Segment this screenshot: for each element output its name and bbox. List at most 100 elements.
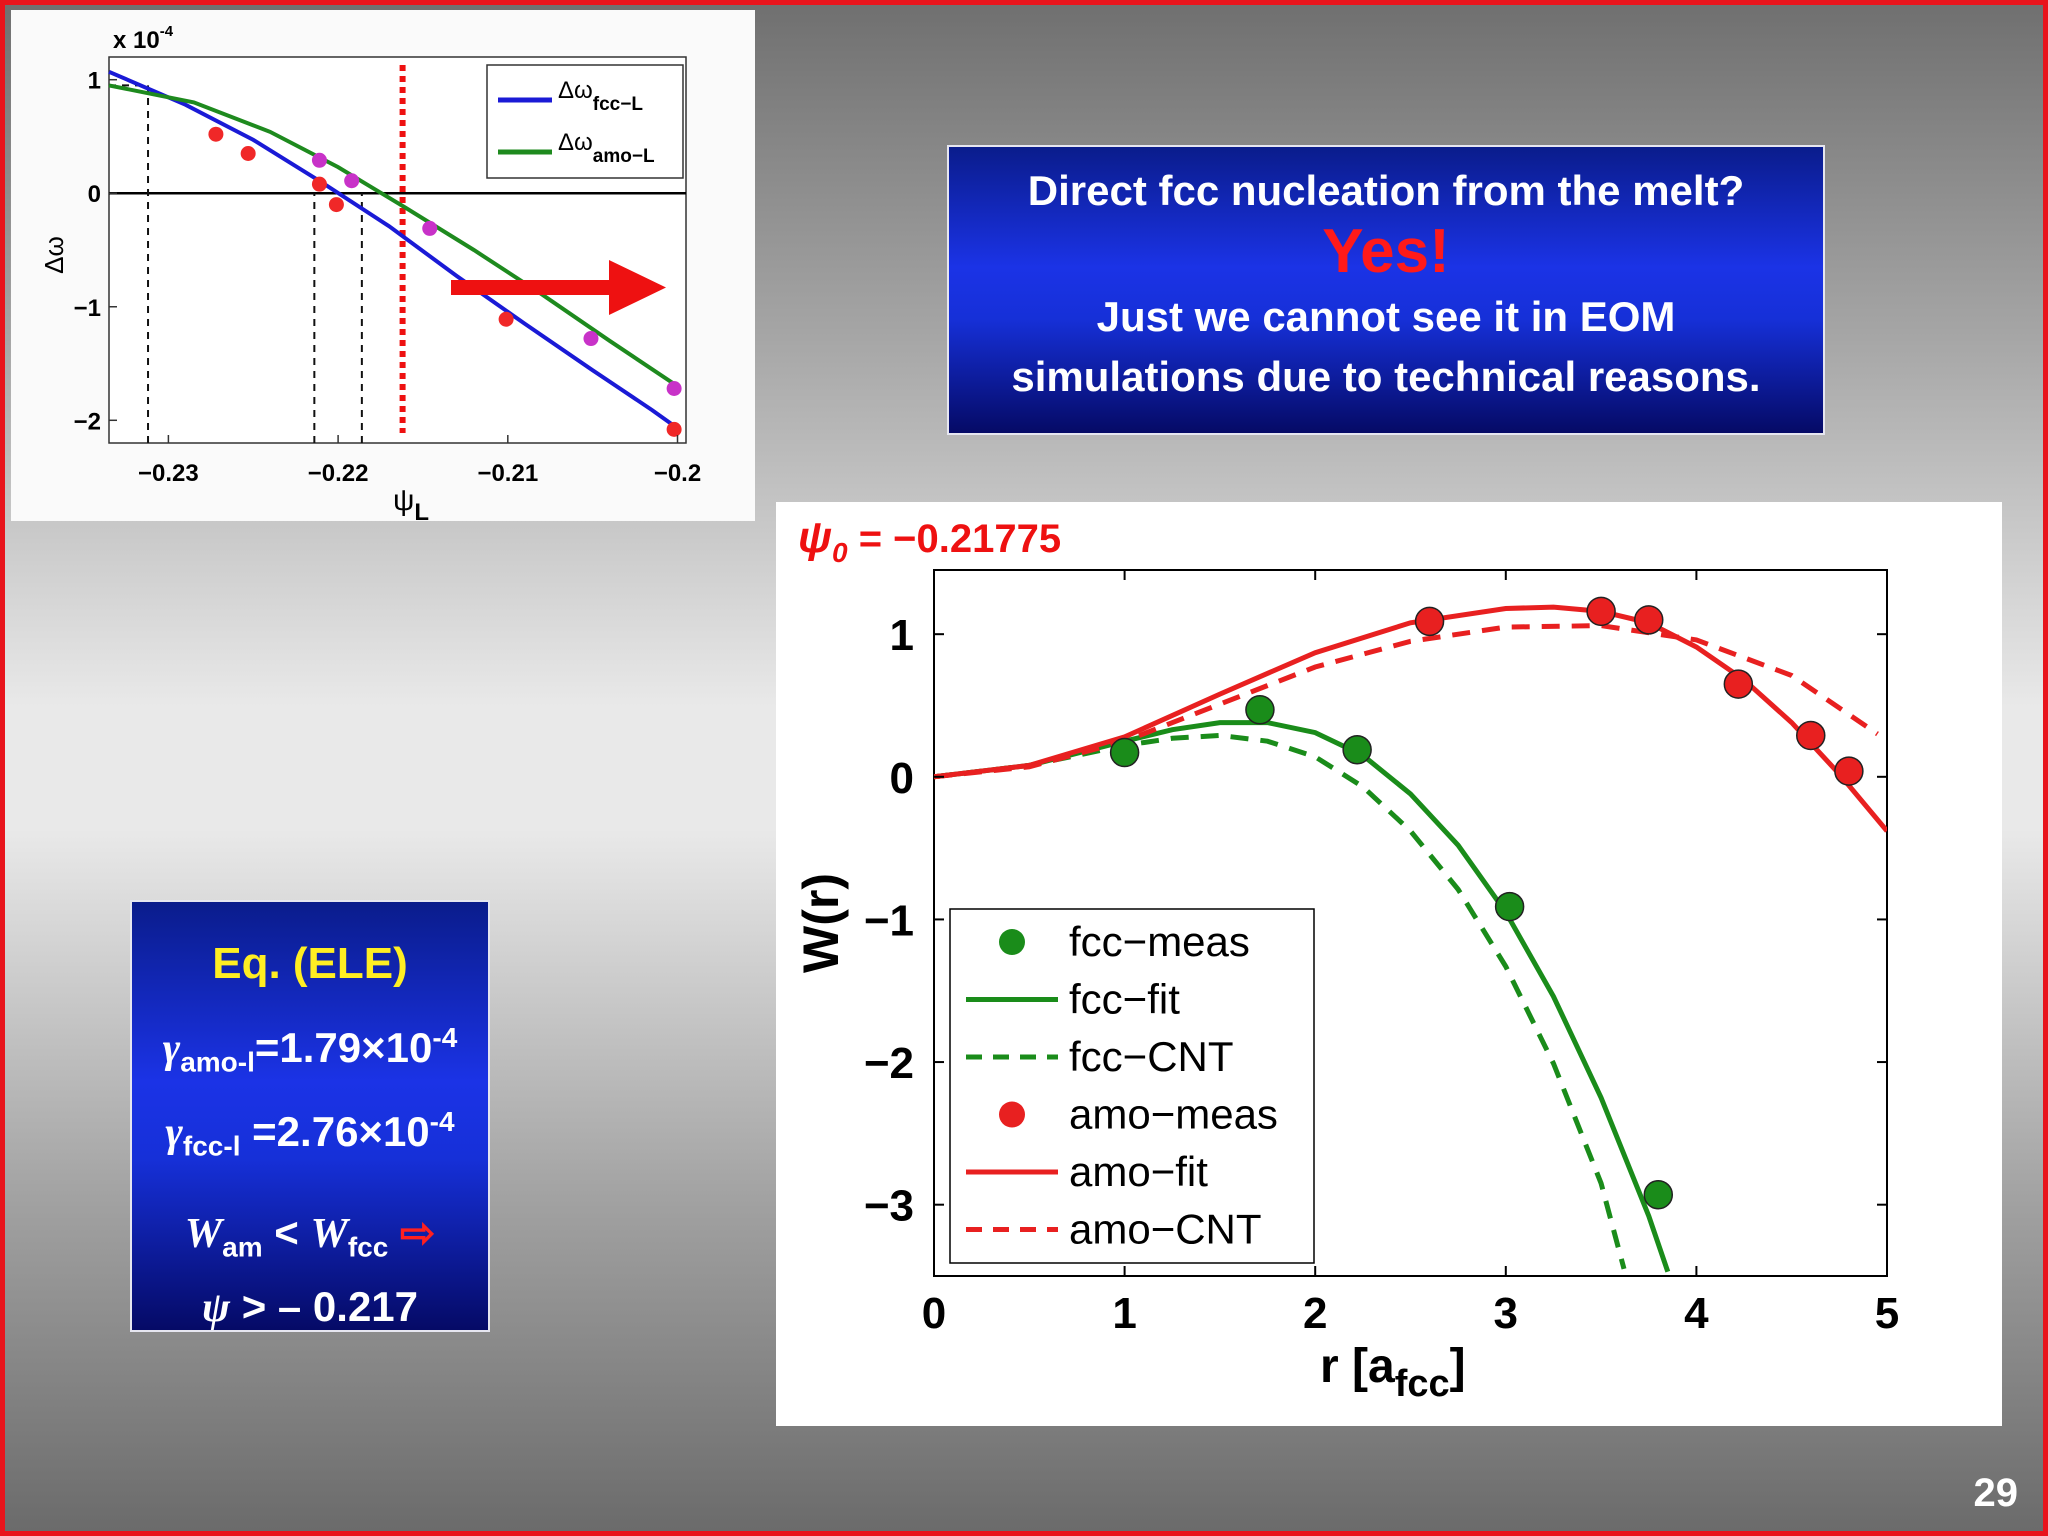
- legend-label: amo−meas: [1069, 1091, 1278, 1138]
- x-tick-label: 0: [922, 1289, 946, 1338]
- plot-series: [934, 596, 1887, 1273]
- psi-condition-line: ψ > – 0.217: [132, 1277, 488, 1338]
- y-axis-label: W(r): [793, 873, 849, 973]
- y-multiplier-label: x 10-4: [113, 23, 174, 54]
- fcc-data-point: [208, 126, 224, 142]
- amo-l-line: [108, 83, 679, 388]
- y-tick-label: −2: [74, 408, 101, 435]
- amo-fit-line: [934, 604, 1887, 833]
- psi0-annotation-value: = −0.21775: [848, 517, 1062, 561]
- gamma-amo-subscript: amo-l: [180, 1046, 255, 1078]
- legend-box: [486, 64, 684, 179]
- x-tick-label: 1: [1112, 1289, 1136, 1338]
- fcc-meas-point: [1643, 1179, 1674, 1210]
- y-tick-label: −2: [864, 1039, 914, 1088]
- amo-meas-point: [1796, 720, 1826, 751]
- x-tick-label: −0.2: [654, 460, 701, 487]
- legend-label: fcc−fit: [1069, 976, 1180, 1023]
- fcc-meas-point: [1245, 695, 1275, 725]
- amo-meas-point: [1834, 756, 1864, 786]
- amo-meas-point: [1634, 605, 1664, 635]
- gamma-fcc-value: =2.76×10: [240, 1108, 430, 1156]
- y-tick-label: −1: [864, 896, 914, 945]
- amo-data-point: [666, 381, 682, 397]
- fcc-meas-point: [1109, 737, 1140, 768]
- legend-label: fcc−meas: [1069, 918, 1250, 965]
- y-multiplier-exponent: -4: [160, 23, 174, 40]
- gamma-symbol: γ: [165, 1110, 183, 1157]
- x-axis-label-subscript: fcc: [1395, 1363, 1450, 1405]
- legend-label-subscript: amo−L: [593, 146, 655, 167]
- x-tick-label: 3: [1494, 1289, 1518, 1338]
- x-tick-label: −0.22: [308, 460, 369, 487]
- gamma-fcc-line: γfcc-l =2.76×10-4: [132, 1092, 488, 1176]
- w-symbol: W: [310, 1210, 348, 1257]
- legend-marker: [999, 929, 1025, 955]
- amo-meas-point: [1586, 596, 1616, 627]
- answer-text: Yes!: [1322, 217, 1450, 286]
- fcc-data-point: [666, 421, 682, 437]
- amo-meas-point: [1414, 606, 1445, 637]
- y-tick-label: 0: [88, 181, 101, 208]
- explanation-line-1: Just we cannot see it in EOM: [1096, 293, 1676, 340]
- fcc-data-point: [498, 311, 514, 327]
- amo-meas-point: [1723, 669, 1754, 699]
- gamma-amo-value: =1.79×10: [254, 1024, 433, 1071]
- w-am-subscript: am: [222, 1231, 263, 1263]
- y-tick-label: −1: [74, 295, 101, 322]
- amo-data-point: [344, 173, 360, 189]
- x-axis-label: r [afcc]: [1320, 1340, 1466, 1405]
- psi-condition: > – 0.217: [230, 1283, 419, 1331]
- arrow-shaft: [451, 280, 611, 295]
- fcc-meas-point: [1342, 734, 1372, 765]
- amo-data-point: [311, 152, 327, 168]
- x-tick-label: −0.21: [477, 460, 538, 487]
- equation-title: Eq. (ELE): [212, 939, 408, 988]
- w-inequality-line: Wam < Wfcc ⇨: [132, 1203, 488, 1277]
- x-tick-label: 2: [1303, 1289, 1327, 1338]
- top-chart-panel: −0.23 −0.22 −0.21 −0.2 1 0 −1 −2 ψL Δω x 10-4 Δωfcc…: [11, 10, 755, 526]
- x-axis-label-end: ]: [1450, 1340, 1466, 1393]
- question-box: Direct fcc nucleation from the melt? Yes…: [947, 145, 1825, 435]
- fcc-meas-point: [1494, 891, 1525, 922]
- fcc-l-line: [108, 69, 679, 430]
- arrow-head: [609, 260, 666, 315]
- work-function-chart: 0 1 2 3 4 5 1 0 −1 −2 −3 r [afcc] W(r) ψ0 = −0.21775 f…: [793, 513, 1899, 1405]
- w-fcc-subscript: fcc: [347, 1231, 389, 1263]
- y-tick-label: 0: [890, 754, 914, 803]
- plot-area: [933, 569, 1888, 1277]
- legend-label: amo−CNT: [1069, 1206, 1262, 1253]
- legend-marker: [999, 1101, 1025, 1128]
- x-axis-label-subscript: L: [414, 499, 429, 521]
- x-tick-label: 4: [1684, 1289, 1709, 1338]
- amo-cnt-line: [934, 623, 1879, 780]
- x-tick-label: −0.23: [138, 460, 199, 487]
- less-than: <: [262, 1208, 311, 1256]
- slide-number: 29: [1973, 1471, 2019, 1515]
- y-tick-label: 1: [890, 611, 914, 660]
- amo-data-point: [583, 331, 599, 347]
- x-tick-label: 5: [1875, 1289, 1899, 1338]
- fcc-data-point: [240, 146, 256, 161]
- main-chart-panel: 0 1 2 3 4 5 1 0 −1 −2 −3 r [afcc] W(r) ψ0 = −0.21775 f…: [776, 502, 2002, 1426]
- fcc-cnt-line: [934, 732, 1627, 1270]
- amo-data-point: [422, 220, 438, 236]
- gamma-fcc-subscript: fcc-l: [182, 1130, 241, 1162]
- equation-box: Eq. (ELE) γamo-l=1.79×10-4 γfcc-l =2.76×…: [130, 900, 490, 1332]
- gamma-symbol: γ: [162, 1026, 181, 1072]
- fcc-data-point: [328, 197, 344, 213]
- y-tick-label: 1: [88, 68, 101, 95]
- x-axis-label: ψL: [393, 484, 429, 521]
- psi-symbol: ψ: [201, 1285, 231, 1332]
- implies-arrow-icon: ⇨: [400, 1208, 436, 1256]
- psi0-annotation-subscript: 0: [832, 537, 848, 568]
- explanation-line-2: simulations due to technical reasons.: [1011, 353, 1761, 400]
- question-text: Direct fcc nucleation from the melt?: [1027, 167, 1745, 214]
- gamma-amo-line: γamo-l=1.79×10-4: [132, 1008, 488, 1092]
- gamma-amo-exponent: -4: [432, 1022, 458, 1053]
- fcc-data-point: [311, 176, 327, 192]
- w-symbol: W: [184, 1210, 223, 1257]
- gamma-fcc-exponent: -4: [429, 1106, 455, 1138]
- legend-label: amo−fit: [1069, 1148, 1208, 1195]
